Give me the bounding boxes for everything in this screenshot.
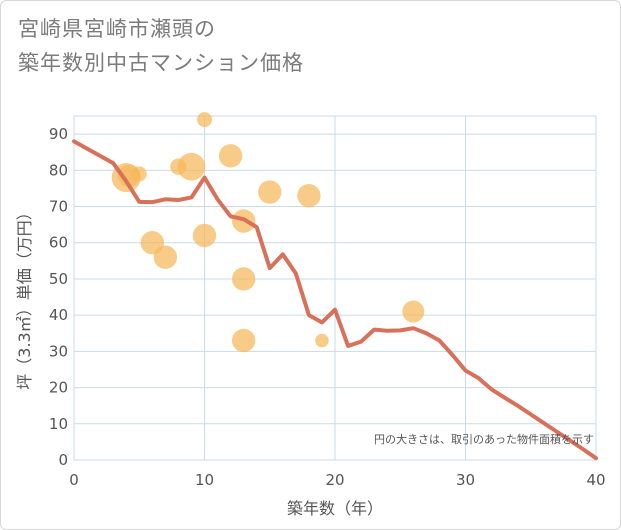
y-tick-label: 50 [49, 270, 68, 288]
y-tick-label: 30 [49, 342, 68, 360]
data-point [131, 166, 147, 182]
y-tick-label: 80 [49, 161, 68, 179]
data-point [192, 223, 217, 248]
data-point [258, 180, 282, 204]
y-tick-label: 40 [49, 306, 68, 324]
data-point [197, 112, 212, 128]
size-note: 円の大きさは、取引のあった物件面積を示す [374, 432, 594, 446]
x-tick-label: 0 [69, 471, 79, 489]
data-point [218, 144, 243, 168]
x-tick-label: 30 [456, 471, 475, 489]
bubble-layer [111, 112, 425, 353]
y-tick-label: 90 [49, 125, 68, 143]
tick-labels: 0 10 20 30 40 50 60 70 80 90 0 10 20 30 40 [49, 125, 606, 489]
chart-title-line-2: 築年数別中古マンション価格 [18, 51, 304, 75]
chart-title-line-1: 宮崎県宮崎市瀬頭の [18, 17, 216, 41]
data-point [153, 245, 178, 269]
x-tick-label: 10 [195, 471, 214, 489]
x-axis-label: 築年数（年） [287, 499, 383, 518]
data-point [402, 300, 425, 323]
x-tick-label: 40 [586, 471, 605, 489]
y-tick-label: 10 [49, 415, 68, 433]
line-layer [72, 139, 598, 461]
data-point [315, 333, 329, 348]
data-point [231, 328, 256, 353]
y-tick-label: 60 [49, 234, 68, 252]
y-axis-label: 坪（3.3㎡）単価（万円） [15, 204, 34, 389]
data-point [231, 267, 256, 291]
data-point [177, 152, 206, 181]
y-tick-label: 70 [49, 198, 68, 216]
grid-lines [73, 115, 597, 461]
chart-title: 宮崎県宮崎市瀬頭の 築年数別中古マンション価格 [18, 12, 304, 80]
average-price-line [72, 139, 598, 461]
data-point [297, 183, 321, 208]
y-tick-label: 0 [58, 451, 68, 469]
x-tick-label: 20 [325, 471, 344, 489]
y-tick-label: 20 [49, 379, 68, 397]
